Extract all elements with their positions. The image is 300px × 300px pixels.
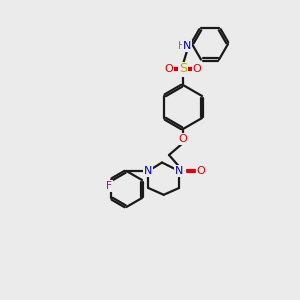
Text: O: O [196,166,206,176]
Text: F: F [106,181,112,191]
Text: O: O [193,64,201,74]
Text: O: O [178,134,188,144]
Text: N: N [175,166,183,176]
Text: H: H [178,41,186,51]
Text: O: O [165,64,173,74]
Text: N: N [183,41,191,51]
Text: S: S [179,62,187,76]
Text: N: N [144,166,153,176]
